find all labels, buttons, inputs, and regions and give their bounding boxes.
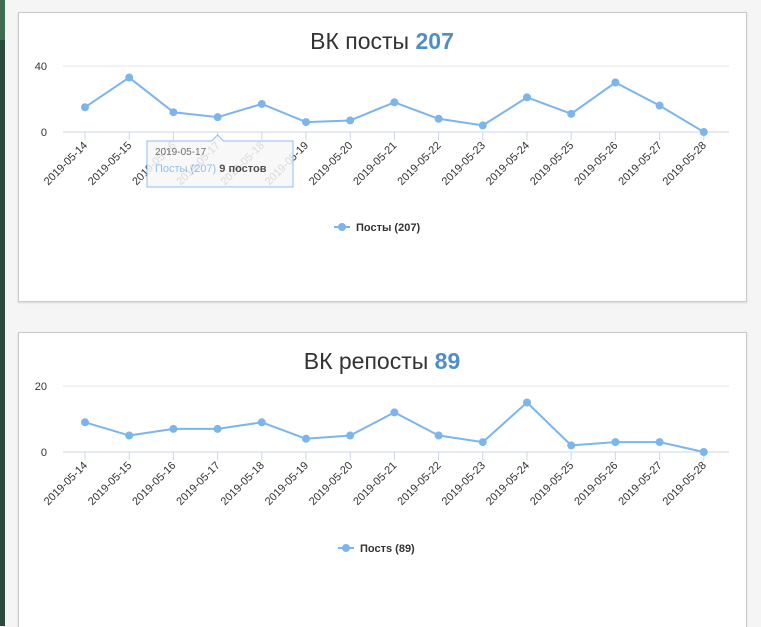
y-tick-label: 0 xyxy=(41,447,47,459)
chart-total: 89 xyxy=(435,348,461,374)
data-point[interactable] xyxy=(478,121,487,130)
data-point[interactable] xyxy=(611,438,620,447)
x-tick-label: 2019-05-25 xyxy=(528,140,576,188)
x-tick-label: 2019-05-19 xyxy=(263,460,311,508)
chart-title: ВК посты 207 xyxy=(310,28,454,54)
data-point[interactable] xyxy=(655,438,664,447)
x-tick-label: 2019-05-23 xyxy=(440,140,488,188)
x-tick-label: 2019-05-14 xyxy=(42,460,90,508)
x-tick-label: 2019-05-28 xyxy=(661,140,709,188)
x-tick-label: 2019-05-20 xyxy=(307,140,355,188)
data-point[interactable] xyxy=(257,99,266,108)
data-point[interactable] xyxy=(81,418,89,427)
data-point[interactable] xyxy=(523,93,531,102)
chart-panel-vk-reposts: ВК репосты 89 0 20 2019-05-14 2019-05-15 20… xyxy=(18,332,747,627)
data-point[interactable] xyxy=(346,116,355,125)
data-point[interactable] xyxy=(125,431,134,440)
x-tick-label: 2019-05-23 xyxy=(440,460,488,508)
data-point[interactable] xyxy=(302,434,310,443)
x-tick-label: 2019-05-17 xyxy=(174,460,222,508)
data-point[interactable] xyxy=(213,113,222,122)
x-tick-label: 2019-05-22 xyxy=(395,460,443,508)
legend-label: Постs (89) xyxy=(360,543,415,555)
data-point[interactable] xyxy=(523,398,531,407)
data-point[interactable] xyxy=(302,118,310,127)
data-point[interactable] xyxy=(390,98,399,107)
y-tick-label: 0 xyxy=(41,127,47,139)
x-tick-label: 2019-05-26 xyxy=(572,460,620,508)
tooltip-series: Посты (207) xyxy=(155,163,219,175)
chart-panel-vk-posts: ВК посты 207 0 40 2019-05-14 2019-05-15 201… xyxy=(18,12,747,302)
data-point[interactable] xyxy=(611,78,620,87)
data-point[interactable] xyxy=(434,114,443,123)
data-point[interactable] xyxy=(125,73,134,82)
data-point[interactable] xyxy=(699,448,708,456)
data-point[interactable] xyxy=(478,438,487,447)
legend-marker xyxy=(338,223,346,231)
data-point[interactable] xyxy=(567,441,576,450)
data-point[interactable] xyxy=(567,109,576,118)
x-tick-label: 2019-05-27 xyxy=(616,140,664,188)
chart-legend[interactable]: Постs (89) xyxy=(338,543,415,555)
data-point[interactable] xyxy=(169,108,178,117)
x-tick-label: 2019-05-28 xyxy=(661,460,709,508)
tooltip-date: 2019-05-17 xyxy=(155,147,207,158)
y-tick-label: 20 xyxy=(35,381,47,393)
y-tick-label: 40 xyxy=(35,61,47,73)
tooltip: 2019-05-17 Посты (207) 9 постов xyxy=(146,134,294,188)
chart-legend[interactable]: Посты (207) xyxy=(334,222,420,234)
x-tick-label: 2019-05-15 xyxy=(86,140,134,188)
x-tick-label: 2019-05-27 xyxy=(616,460,664,508)
legend-marker xyxy=(342,544,350,552)
data-point[interactable] xyxy=(81,103,89,112)
x-tick-label: 2019-05-24 xyxy=(484,460,532,508)
tooltip-content: Посты (207) 9 постов xyxy=(155,163,267,175)
x-tick-label: 2019-05-25 xyxy=(528,460,576,508)
chart-total: 207 xyxy=(415,28,453,54)
data-point[interactable] xyxy=(434,431,443,440)
x-tick-label: 2019-05-14 xyxy=(42,140,90,188)
x-tick-label: 2019-05-26 xyxy=(572,140,620,188)
data-point[interactable] xyxy=(346,431,355,440)
left-sidebar-strip xyxy=(0,0,5,626)
data-point[interactable] xyxy=(169,424,178,433)
x-tick-label: 2019-05-18 xyxy=(219,460,267,508)
data-point[interactable] xyxy=(699,128,708,136)
x-tick-label: 2019-05-15 xyxy=(86,460,134,508)
chart-vk-reposts: ВК репосты 89 020 2019-05-142019-05-1520… xyxy=(35,348,729,555)
data-point[interactable] xyxy=(257,418,266,427)
tooltip-box xyxy=(146,134,294,188)
sidebar-accent xyxy=(0,0,5,40)
data-point[interactable] xyxy=(213,424,222,433)
data-point[interactable] xyxy=(655,101,664,110)
tooltip-value: 9 постов xyxy=(219,163,266,175)
x-tick-label: 2019-05-22 xyxy=(395,140,443,188)
x-tick-label: 2019-05-21 xyxy=(351,140,399,188)
x-tick-label: 2019-05-21 xyxy=(351,460,399,508)
legend-label: Посты (207) xyxy=(356,222,420,234)
x-tick-label: 2019-05-24 xyxy=(484,140,532,188)
x-tick-label: 2019-05-20 xyxy=(307,460,355,508)
x-tick-label: 2019-05-16 xyxy=(130,460,178,508)
data-point[interactable] xyxy=(390,408,399,417)
chart-title: ВК репосты 89 xyxy=(304,348,461,374)
